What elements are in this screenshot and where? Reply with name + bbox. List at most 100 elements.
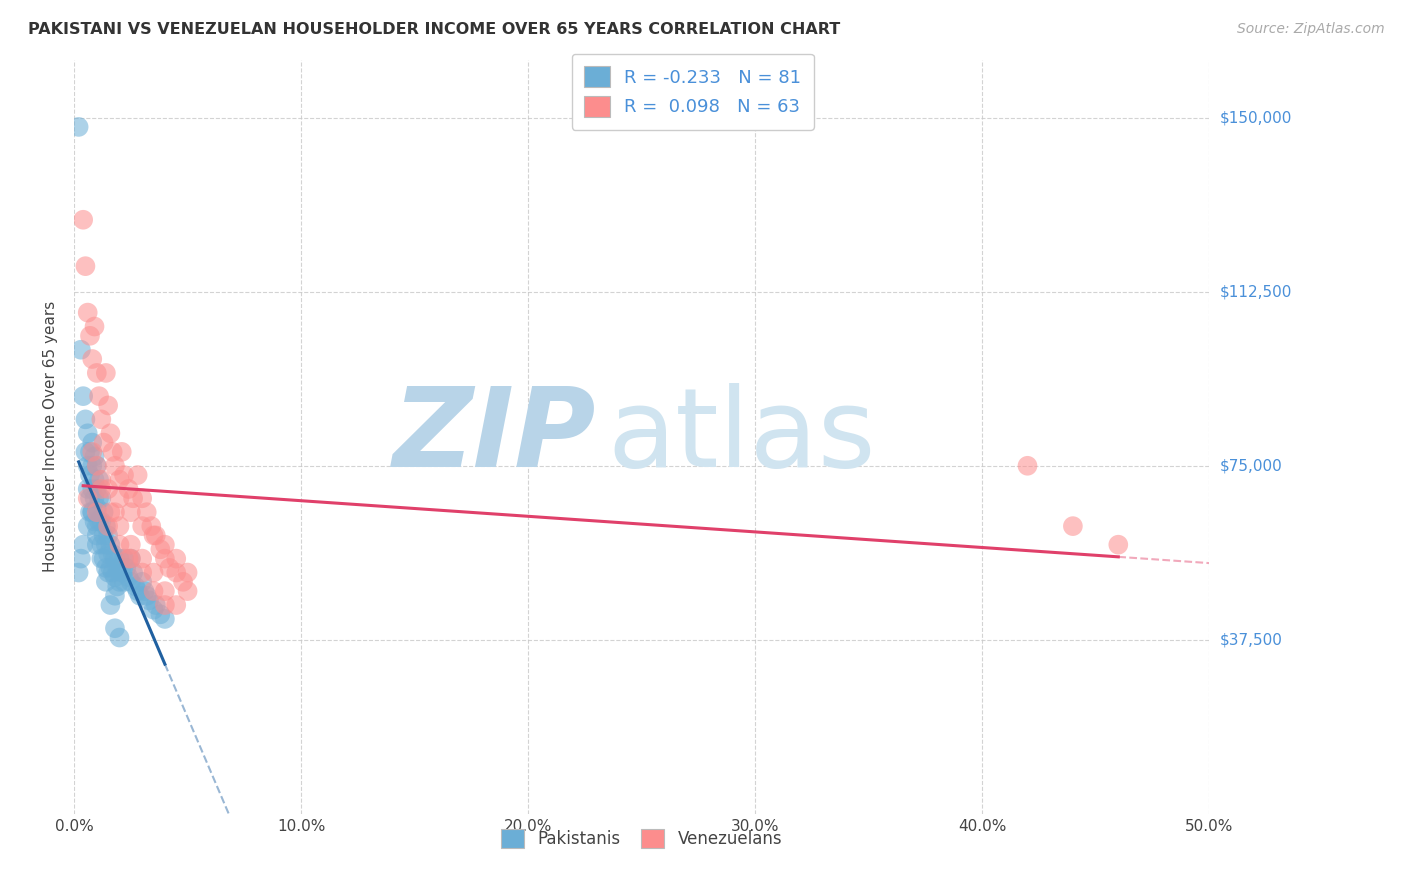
Point — [142, 602, 165, 616]
Point — [176, 566, 198, 580]
Point — [86, 458, 108, 473]
Point — [83, 491, 105, 506]
Point — [97, 547, 120, 561]
Point — [72, 389, 94, 403]
Point — [117, 551, 139, 566]
Point — [94, 574, 117, 589]
Point — [75, 445, 97, 459]
Point — [83, 319, 105, 334]
Point — [70, 343, 93, 357]
Point — [100, 505, 122, 519]
Point — [90, 482, 112, 496]
Point — [131, 566, 153, 580]
Point — [76, 305, 98, 319]
Point — [159, 561, 181, 575]
Point — [127, 584, 149, 599]
Point — [129, 589, 152, 603]
Point — [94, 561, 117, 575]
Point — [101, 547, 124, 561]
Point — [108, 491, 131, 506]
Point — [86, 366, 108, 380]
Point — [97, 399, 120, 413]
Point — [111, 445, 134, 459]
Point — [75, 412, 97, 426]
Point — [97, 482, 120, 496]
Point — [117, 570, 139, 584]
Point — [112, 574, 135, 589]
Point — [82, 445, 104, 459]
Point — [86, 458, 108, 473]
Point — [153, 538, 176, 552]
Point — [165, 551, 187, 566]
Point — [108, 519, 131, 533]
Point — [104, 589, 127, 603]
Point — [122, 491, 145, 506]
Point — [86, 505, 108, 519]
Point — [86, 500, 108, 515]
Point — [122, 566, 145, 580]
Point — [149, 607, 172, 622]
Point — [86, 482, 108, 496]
Point — [90, 412, 112, 426]
Point — [101, 566, 124, 580]
Point — [153, 584, 176, 599]
Point — [124, 579, 146, 593]
Point — [105, 561, 128, 575]
Legend: Pakistanis, Venezuelans: Pakistanis, Venezuelans — [495, 822, 789, 855]
Point — [79, 468, 101, 483]
Point — [87, 473, 110, 487]
Point — [1017, 458, 1039, 473]
Point — [120, 574, 142, 589]
Point — [127, 468, 149, 483]
Point — [104, 551, 127, 566]
Point — [108, 631, 131, 645]
Point — [76, 491, 98, 506]
Point — [153, 598, 176, 612]
Point — [138, 593, 160, 607]
Point — [1107, 538, 1129, 552]
Point — [105, 579, 128, 593]
Point — [1062, 519, 1084, 533]
Point — [120, 551, 142, 566]
Point — [93, 551, 115, 566]
Text: PAKISTANI VS VENEZUELAN HOUSEHOLDER INCOME OVER 65 YEARS CORRELATION CHART: PAKISTANI VS VENEZUELAN HOUSEHOLDER INCO… — [28, 22, 841, 37]
Point — [93, 528, 115, 542]
Text: $150,000: $150,000 — [1220, 110, 1292, 125]
Point — [120, 551, 142, 566]
Point — [131, 519, 153, 533]
Point — [94, 366, 117, 380]
Point — [112, 468, 135, 483]
Point — [67, 120, 90, 134]
Point — [131, 574, 153, 589]
Point — [82, 505, 104, 519]
Point — [101, 445, 124, 459]
Point — [87, 389, 110, 403]
Point — [86, 538, 108, 552]
Point — [90, 515, 112, 529]
Point — [79, 328, 101, 343]
Point — [108, 574, 131, 589]
Point — [153, 551, 176, 566]
Point — [108, 551, 131, 566]
Point — [90, 551, 112, 566]
Point — [87, 515, 110, 529]
Point — [94, 538, 117, 552]
Point — [90, 473, 112, 487]
Text: Source: ZipAtlas.com: Source: ZipAtlas.com — [1237, 22, 1385, 37]
Point — [90, 538, 112, 552]
Point — [145, 528, 167, 542]
Point — [104, 505, 127, 519]
Point — [176, 584, 198, 599]
Point — [104, 458, 127, 473]
Text: $112,500: $112,500 — [1220, 285, 1292, 299]
Point — [117, 482, 139, 496]
Text: atlas: atlas — [607, 384, 876, 491]
Point — [142, 528, 165, 542]
Point — [108, 473, 131, 487]
Point — [83, 450, 105, 464]
Point — [100, 561, 122, 575]
Point — [72, 538, 94, 552]
Point — [83, 473, 105, 487]
Point — [100, 598, 122, 612]
Text: $75,000: $75,000 — [1220, 458, 1282, 474]
